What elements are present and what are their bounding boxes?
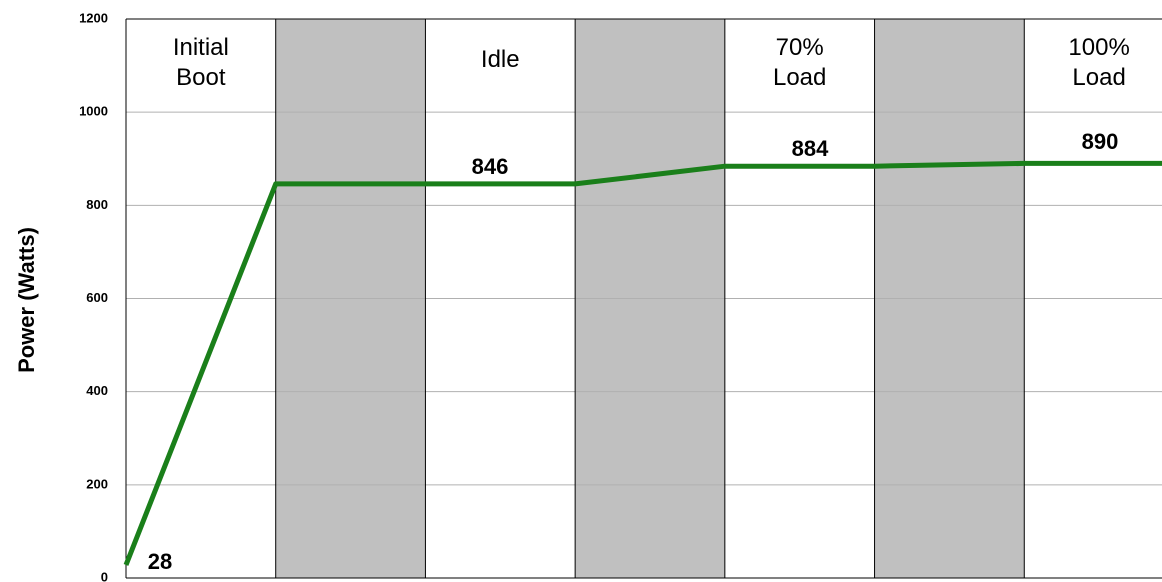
phase-label: 70% Load <box>772 34 827 91</box>
data-label: 890 <box>1082 129 1119 154</box>
y-tick-label: 600 <box>86 290 108 305</box>
y-tick-label: 0 <box>101 569 108 582</box>
power-line <box>123 160 1162 566</box>
y-axis-label: Power (Watts) <box>14 227 39 373</box>
y-tick-label: 800 <box>86 197 108 212</box>
data-label: 884 <box>792 136 829 161</box>
y-tick-label: 400 <box>86 383 108 398</box>
y-tick-label: 200 <box>86 476 108 491</box>
y-tick-label: 1200 <box>79 10 108 25</box>
y-tick-label: 1000 <box>79 104 108 119</box>
data-label: 28 <box>148 549 172 574</box>
phase-label: 100% Load <box>1068 34 1130 91</box>
phase-label: Idle <box>480 46 520 73</box>
phase-label: Initial Boot <box>172 34 229 91</box>
data-label: 846 <box>472 154 509 179</box>
